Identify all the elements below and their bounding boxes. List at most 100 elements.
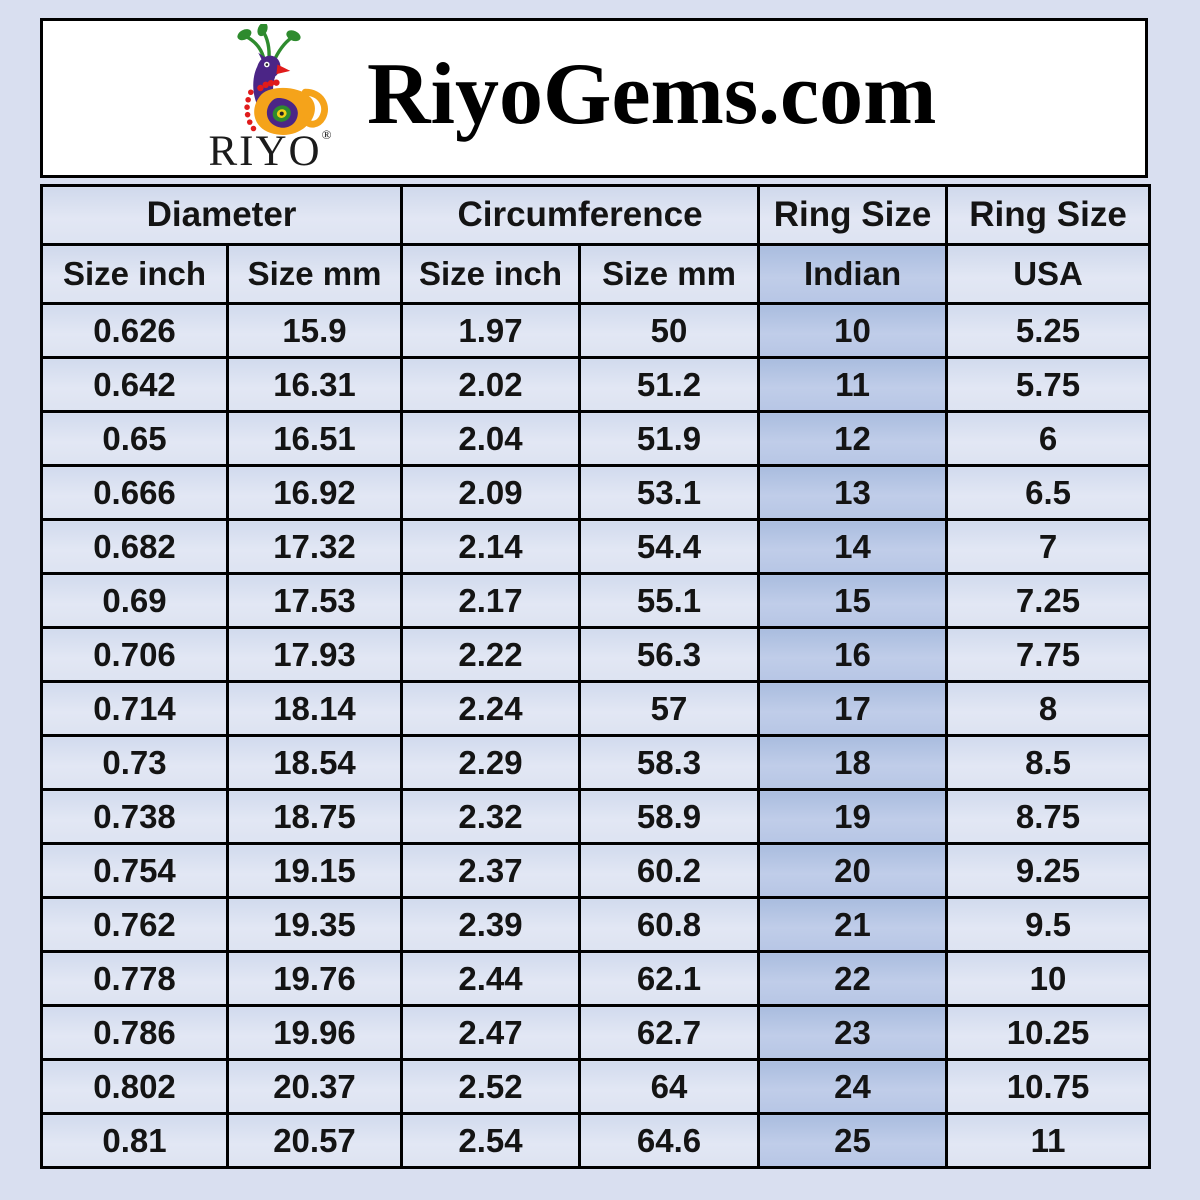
table-cell: 0.81 — [40, 1112, 229, 1169]
table-row: 0.802 20.37 2.52 64 24 10.75 — [40, 1058, 1152, 1115]
table-cell: 11 — [757, 356, 949, 413]
header-banner: RIYO® RiyoGems.com — [40, 18, 1148, 178]
table-cell: 2.04 — [400, 410, 582, 467]
table-cell: 0.706 — [40, 626, 229, 683]
table-cell: 10 — [945, 950, 1152, 1007]
table-cell: 8.5 — [945, 734, 1152, 791]
table-cell: 56.3 — [578, 626, 761, 683]
table-cell: 64 — [578, 1058, 761, 1115]
table-row: 0.706 17.93 2.22 56.3 16 7.75 — [40, 626, 1152, 683]
table-cell: 19.96 — [225, 1004, 404, 1061]
column-header: Size mm — [225, 243, 404, 305]
table-cell: 0.738 — [40, 788, 229, 845]
table-cell: 18.14 — [225, 680, 404, 737]
table-cell: 16 — [757, 626, 949, 683]
table-cell: 2.02 — [400, 356, 582, 413]
table-cell: 0.642 — [40, 356, 229, 413]
table-cell: 14 — [757, 518, 949, 575]
table-cell: 55.1 — [578, 572, 761, 629]
column-header: USA — [945, 243, 1152, 305]
table-cell: 2.44 — [400, 950, 582, 1007]
table-cell: 62.7 — [578, 1004, 761, 1061]
table-cell: 9.25 — [945, 842, 1152, 899]
table-cell: 2.47 — [400, 1004, 582, 1061]
table-cell: 2.09 — [400, 464, 582, 521]
table-cell: 17.53 — [225, 572, 404, 629]
table-row: 0.738 18.75 2.32 58.9 19 8.75 — [40, 788, 1152, 845]
table-row: 0.682 17.32 2.14 54.4 14 7 — [40, 518, 1152, 575]
table-cell: 0.714 — [40, 680, 229, 737]
table-cell: 5.25 — [945, 302, 1152, 359]
brand-logo: RIYO® — [185, 21, 355, 175]
group-header-row: Diameter Circumference Ring Size Ring Size — [39, 184, 1152, 246]
table-cell: 2.17 — [400, 572, 582, 629]
table-row: 0.778 19.76 2.44 62.1 22 10 — [40, 950, 1152, 1007]
table-cell: 0.626 — [40, 302, 229, 359]
table-row: 0.73 18.54 2.29 58.3 18 8.5 — [40, 734, 1152, 791]
table-cell: 19.15 — [225, 842, 404, 899]
brand-name-text: RIYO — [208, 127, 322, 175]
table-cell: 64.6 — [578, 1112, 761, 1169]
table-row: 0.714 18.14 2.24 57 17 8 — [40, 680, 1152, 737]
column-group-header: Ring Size — [757, 184, 949, 246]
table-cell: 7.75 — [945, 626, 1152, 683]
peacock-logo-icon — [237, 23, 328, 135]
table-row: 0.754 19.15 2.37 60.2 20 9.25 — [40, 842, 1152, 899]
table-cell: 60.8 — [578, 896, 761, 953]
table-cell: 10.75 — [945, 1058, 1152, 1115]
table-cell: 0.802 — [40, 1058, 229, 1115]
table-row: 0.786 19.96 2.47 62.7 23 10.25 — [40, 1004, 1152, 1061]
table-cell: 2.14 — [400, 518, 582, 575]
table-cell: 57 — [578, 680, 761, 737]
table-row: 0.81 20.57 2.54 64.6 25 11 — [40, 1112, 1152, 1169]
column-header: Indian — [757, 243, 949, 305]
column-header: Size inch — [40, 243, 229, 305]
table-cell: 51.2 — [578, 356, 761, 413]
column-group-header: Circumference — [400, 184, 761, 246]
table-cell: 22 — [757, 950, 949, 1007]
table-cell: 0.682 — [40, 518, 229, 575]
table-cell: 0.65 — [40, 410, 229, 467]
table-cell: 2.54 — [400, 1112, 582, 1169]
ring-size-table: Diameter Circumference Ring Size Ring Size … — [39, 184, 1152, 1169]
table-cell: 12 — [757, 410, 949, 467]
table-row: 0.666 16.92 2.09 53.1 13 6.5 — [40, 464, 1152, 521]
table-row: 0.642 16.31 2.02 51.2 11 5.75 — [40, 356, 1152, 413]
registered-trademark-symbol: ® — [321, 126, 332, 142]
table-cell: 51.9 — [578, 410, 761, 467]
table-row: 0.69 17.53 2.17 55.1 15 7.25 — [40, 572, 1152, 629]
table-cell: 11 — [945, 1112, 1152, 1169]
table-cell: 54.4 — [578, 518, 761, 575]
table-cell: 17.93 — [225, 626, 404, 683]
table-cell: 18.54 — [225, 734, 404, 791]
table-cell: 18 — [757, 734, 949, 791]
column-group-header: Ring Size — [945, 184, 1152, 246]
table-cell: 16.51 — [225, 410, 404, 467]
table-cell: 2.52 — [400, 1058, 582, 1115]
table-cell: 58.9 — [578, 788, 761, 845]
table-cell: 2.37 — [400, 842, 582, 899]
table-cell: 60.2 — [578, 842, 761, 899]
table-cell: 9.5 — [945, 896, 1152, 953]
table-cell: 2.39 — [400, 896, 582, 953]
table-cell: 19.76 — [225, 950, 404, 1007]
table-cell: 10.25 — [945, 1004, 1152, 1061]
table-cell: 23 — [757, 1004, 949, 1061]
table-cell: 0.786 — [40, 1004, 229, 1061]
table-cell: 15 — [757, 572, 949, 629]
table-cell: 20.57 — [225, 1112, 404, 1169]
table-cell: 20.37 — [225, 1058, 404, 1115]
table-cell: 53.1 — [578, 464, 761, 521]
site-title: RiyoGems.com — [367, 46, 937, 143]
table-cell: 7 — [945, 518, 1152, 575]
table-cell: 16.31 — [225, 356, 404, 413]
table-cell: 2.32 — [400, 788, 582, 845]
table-cell: 2.29 — [400, 734, 582, 791]
table-cell: 2.24 — [400, 680, 582, 737]
table-body: 0.626 15.9 1.97 50 10 5.25 0.642 16.31 2.02 51.2 1… — [40, 302, 1152, 1169]
table-cell: 25 — [757, 1112, 949, 1169]
column-group-header: Diameter — [39, 184, 404, 246]
column-header-row: Size inch Size mm Size inch Size mm Indian US… — [40, 243, 1152, 305]
table-cell: 58.3 — [578, 734, 761, 791]
table-cell: 18.75 — [225, 788, 404, 845]
